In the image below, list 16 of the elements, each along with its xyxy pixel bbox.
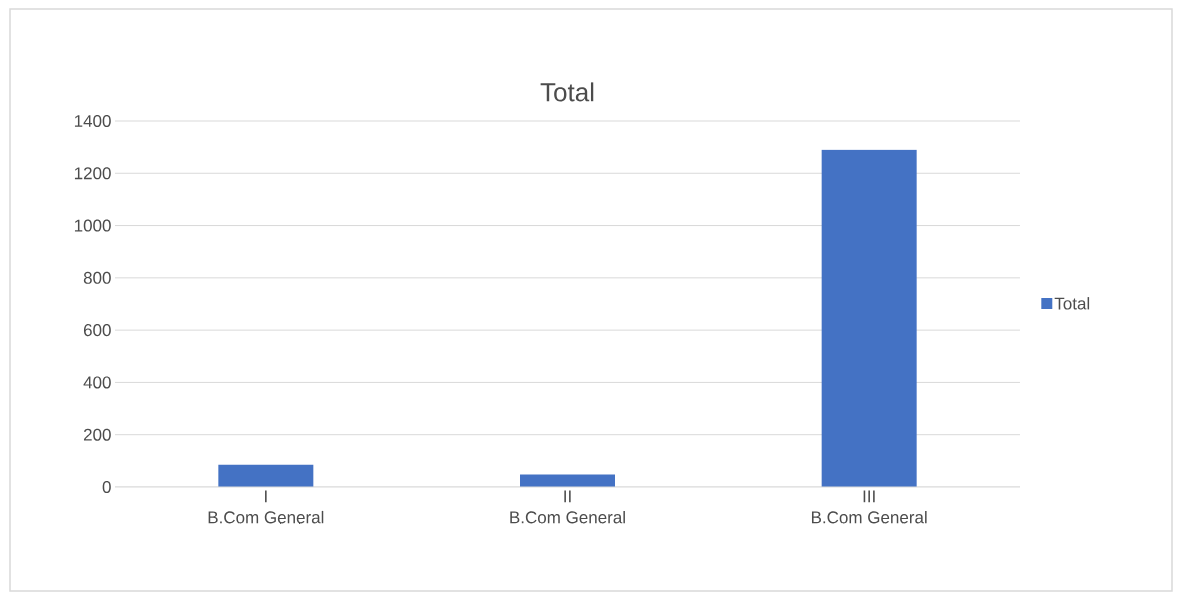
bar	[218, 464, 314, 487]
x-tick-label: III B.Com General	[811, 490, 927, 524]
x-tick-label: I B.Com General	[208, 490, 324, 524]
y-tick-label: 1400	[74, 114, 111, 128]
y-tick-label: 600	[83, 324, 111, 337]
y-tick-label: 200	[83, 428, 111, 441]
bar	[821, 149, 917, 487]
bar	[520, 474, 615, 487]
y-tick-label: 400	[83, 376, 111, 389]
y-tick-label: 1200	[74, 167, 111, 180]
y-tick-label: 1000	[74, 219, 111, 232]
x-tick-label: II B.Com General	[510, 490, 625, 524]
y-tick-label: 0	[102, 480, 111, 494]
chart-title: Total	[540, 82, 594, 102]
legend-label: Total	[1054, 297, 1090, 310]
y-tick-label: 800	[83, 271, 111, 284]
